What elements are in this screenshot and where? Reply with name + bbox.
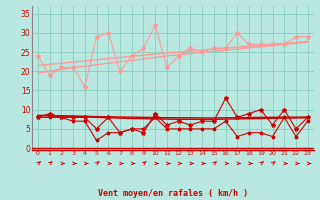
Text: Vent moyen/en rafales ( km/h ): Vent moyen/en rafales ( km/h ) bbox=[98, 189, 248, 198]
